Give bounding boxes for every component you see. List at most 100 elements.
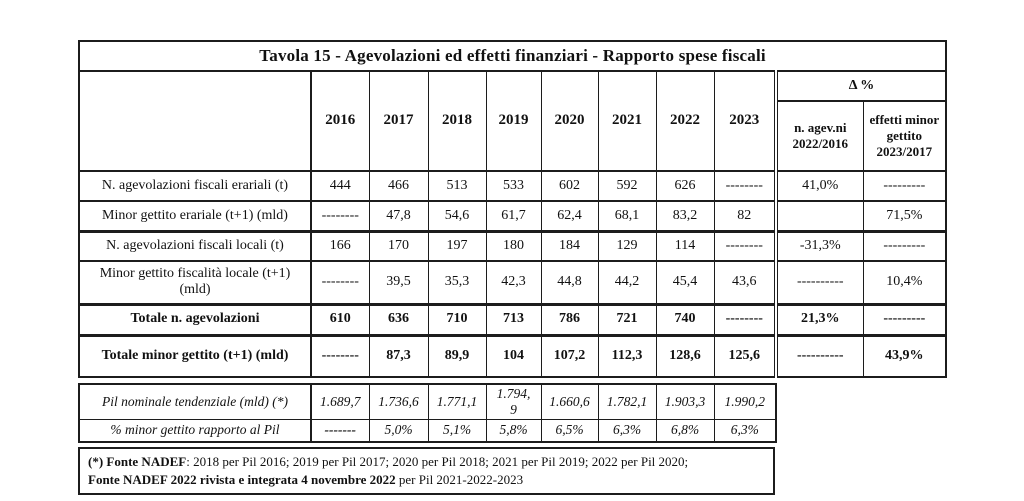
value-cell: 5,8% — [485, 418, 542, 443]
value-cell: 125,6 — [713, 333, 777, 378]
value-cell: 112,3 — [597, 333, 657, 378]
value-cell: 444 — [310, 170, 370, 202]
value-cell: 6,5% — [540, 418, 599, 443]
delta-subheader-gettito: effetti minor gettito 2023/2017 — [862, 100, 947, 172]
row-label: % minor gettito rapporto al Pil — [78, 418, 312, 443]
delta-cell: 43,9% — [862, 333, 947, 378]
pil-table: Pil nominale tendenziale (mld) (*) 1.689… — [78, 383, 777, 443]
value-cell: 62,4 — [540, 200, 599, 232]
delta-cell: 10,4% — [862, 260, 947, 305]
value-cell: 45,4 — [655, 260, 715, 305]
subheader-row: n. agev.ni 2022/2016 effetti minor getti… — [79, 100, 947, 172]
value-cell: -------- — [310, 260, 370, 305]
value-cell: 42,3 — [485, 260, 542, 305]
value-cell: 44,2 — [597, 260, 657, 305]
value-cell: 68,1 — [597, 200, 657, 232]
value-cell: 6,8% — [655, 418, 715, 443]
delta-cell: -31,3% — [774, 229, 864, 262]
delta-cell: 21,3% — [774, 302, 864, 336]
footnote-source2-text: per Pil 2021-2022-2023 — [395, 471, 524, 487]
value-cell: -------- — [713, 302, 777, 336]
value-cell: 129 — [597, 229, 657, 262]
year-header-2019: 2019 — [485, 70, 542, 172]
year-header-2021: 2021 — [597, 70, 657, 172]
value-cell: 104 — [485, 333, 542, 378]
value-cell: 61,7 — [485, 200, 542, 232]
value-cell: 1.794, 9 — [485, 383, 542, 420]
delta-percent-header: Δ % — [773, 70, 947, 102]
footnote-box: (*) Fonte NADEF: 2018 per Pil 2016; 2019… — [78, 447, 775, 496]
delta-cell: ---------- — [774, 260, 864, 305]
title-row: Tavola 15 - Agevolazioni ed effetti fina… — [78, 40, 947, 72]
total-gettito-row: Totale minor gettito (t+1) (mld) -------… — [78, 333, 947, 378]
row-label: Totale n. agevolazioni — [78, 302, 312, 336]
value-cell: 197 — [427, 229, 487, 262]
year-header-2023: 2023 — [713, 70, 777, 172]
year-header-2022: 2022 — [655, 70, 715, 172]
value-cell: 1.903,3 — [655, 383, 715, 420]
footnote-source2-bold: Fonte NADEF 2022 rivista e integrata 4 n… — [88, 471, 396, 487]
value-cell: 89,9 — [427, 333, 487, 378]
value-cell: 713 — [485, 302, 542, 336]
value-cell: ------- — [310, 418, 370, 443]
value-cell: 35,3 — [427, 260, 487, 305]
value-cell: 610 — [310, 302, 370, 336]
value-cell: 107,2 — [540, 333, 599, 378]
year-header-2016: 2016 — [310, 70, 370, 172]
row-label: Minor gettito erariale (t+1) (mld) — [78, 200, 312, 232]
delta-cell: --------- — [862, 170, 947, 202]
delta-cell: ---------- — [774, 333, 864, 378]
value-cell: 740 — [655, 302, 715, 336]
value-cell: 82 — [713, 200, 777, 232]
value-cell: 533 — [485, 170, 542, 202]
delta-cell: --------- — [862, 229, 947, 262]
delta-cell — [774, 200, 864, 232]
value-cell: 721 — [597, 302, 657, 336]
delta-cell: 41,0% — [774, 170, 864, 202]
value-cell: 1.689,7 — [310, 383, 370, 420]
table-row: N. agevolazioni fiscali locali (t) 166 1… — [78, 229, 947, 262]
pil-nominale-row: Pil nominale tendenziale (mld) (*) 1.689… — [78, 383, 777, 420]
header-empty-cell — [78, 70, 312, 172]
pil-percent-row: % minor gettito rapporto al Pil ------- … — [78, 418, 777, 443]
value-cell: 170 — [368, 229, 429, 262]
value-cell: 43,6 — [713, 260, 777, 305]
value-cell: 184 — [540, 229, 599, 262]
value-cell: -------- — [713, 229, 777, 262]
fiscal-table-document: Tavola 15 - Agevolazioni ed effetti fina… — [78, 40, 948, 496]
table-row: Minor gettito fiscalità locale (t+1) (ml… — [78, 260, 947, 305]
footnote-source-text: : 2018 per Pil 2016; 2019 per Pil 2017; … — [186, 454, 689, 469]
total-agevolazioni-row: Totale n. agevolazioni 610 636 710 713 7… — [78, 302, 947, 336]
footnote-line-1: (*) Fonte NADEF: 2018 per Pil 2016; 2019… — [88, 453, 765, 471]
footnote-source-bold: (*) Fonte NADEF — [88, 454, 187, 469]
value-cell: 180 — [485, 229, 542, 262]
value-cell: -------- — [310, 333, 370, 378]
row-label: Minor gettito fiscalità locale (t+1) (ml… — [78, 260, 312, 305]
value-cell: 1.660,6 — [540, 383, 599, 420]
row-label: Totale minor gettito (t+1) (mld) — [78, 333, 312, 378]
value-cell: 602 — [540, 170, 599, 202]
row-label: Pil nominale tendenziale (mld) (*) — [78, 383, 312, 420]
value-cell: 5,0% — [368, 418, 429, 443]
value-cell: 786 — [540, 302, 599, 336]
table-title: Tavola 15 - Agevolazioni ed effetti fina… — [78, 40, 947, 72]
row-label: N. agevolazioni fiscali locali (t) — [78, 229, 312, 262]
delta-cell: 71,5% — [862, 200, 947, 232]
year-header-2017: 2017 — [368, 70, 429, 172]
value-cell: -------- — [310, 200, 370, 232]
value-cell: 1.782,1 — [597, 383, 657, 420]
value-cell: 1.771,1 — [427, 383, 487, 420]
value-cell: 166 — [310, 229, 370, 262]
header-row: 2016 2017 2018 2019 2020 2021 2022 2023 … — [78, 70, 947, 172]
table-row: N. agevolazioni fiscali erariali (t) 444… — [78, 170, 947, 202]
value-cell: 1.736,6 — [368, 383, 429, 420]
value-cell: 592 — [597, 170, 657, 202]
value-cell: 87,3 — [368, 333, 429, 378]
value-cell: 466 — [368, 170, 429, 202]
year-header-2020: 2020 — [540, 70, 599, 172]
value-cell: 513 — [427, 170, 487, 202]
value-cell: 114 — [655, 229, 715, 262]
value-cell: 47,8 — [368, 200, 429, 232]
table-row: Minor gettito erariale (t+1) (mld) -----… — [78, 200, 947, 232]
value-cell: 710 — [427, 302, 487, 336]
